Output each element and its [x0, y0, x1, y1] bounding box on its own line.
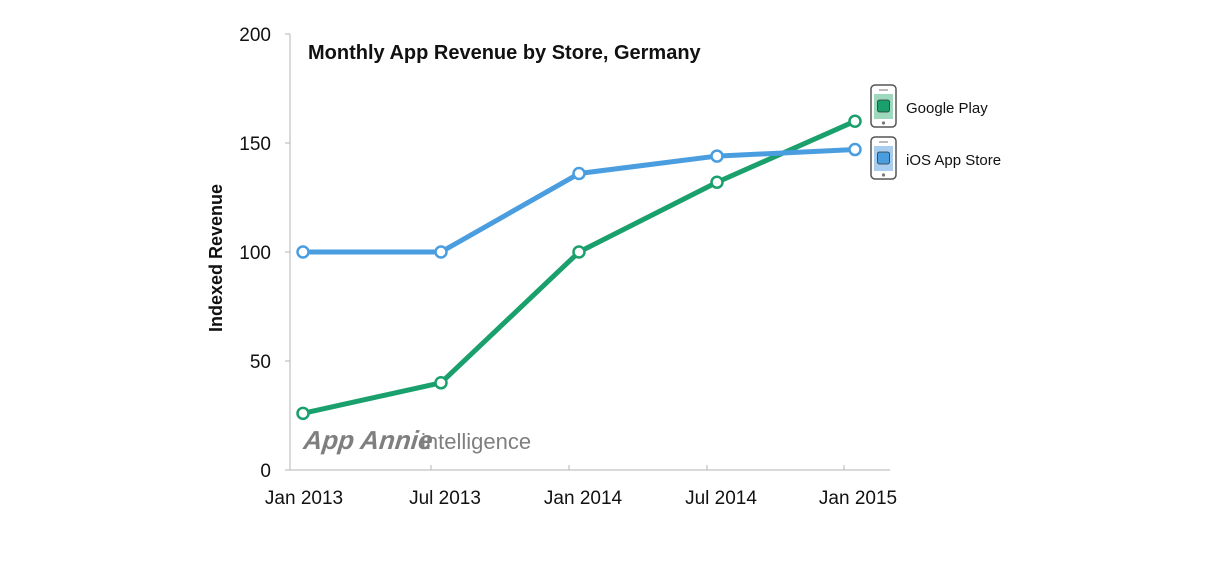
y-ticks: 0 50 100 150 200: [239, 25, 290, 482]
y-tick-label: 50: [250, 352, 271, 373]
x-ticks: Jan 2013 Jul 2013 Jan 2014 Jul 2014 Jan 2015: [265, 465, 897, 509]
data-point-google-play: [572, 245, 586, 259]
series-lines: [300, 118, 858, 416]
data-point-ios-app-store: [848, 142, 862, 157]
y-axis-label: Indexed Revenue: [206, 184, 226, 332]
data-point-ios-app-store: [572, 166, 586, 181]
watermark: App Annie intelligence: [301, 425, 531, 455]
series-points: [296, 114, 862, 421]
iphone-icon: [870, 136, 897, 180]
chart-title: Monthly App Revenue by Store, Germany: [308, 42, 702, 64]
x-tick-label: Jul 2014: [685, 488, 757, 509]
watermark-suffix: intelligence: [421, 429, 531, 454]
android-phone-icon: [870, 84, 897, 128]
legend-label-ios-app-store: iOS App Store: [906, 152, 1001, 169]
data-point-ios-app-store: [434, 245, 448, 259]
series-line-ios-app-store: [300, 147, 858, 255]
data-point-google-play: [434, 376, 448, 390]
series-line-google-play: [300, 118, 858, 416]
y-tick-label: 200: [239, 25, 271, 46]
legend: Google Play iOS App Store: [870, 84, 1001, 180]
x-tick-label: Jan 2015: [819, 488, 897, 509]
x-tick-label: Jan 2014: [544, 488, 623, 509]
x-tick-label: Jul 2013: [409, 488, 481, 509]
data-point-google-play: [296, 406, 310, 421]
data-point-google-play: [848, 114, 862, 128]
data-point-ios-app-store: [296, 245, 310, 259]
data-point-ios-app-store: [710, 149, 724, 163]
x-tick-label: Jan 2013: [265, 488, 343, 509]
watermark-brand: App Annie: [301, 425, 434, 455]
y-tick-label: 100: [239, 243, 271, 264]
y-tick-label: 150: [239, 134, 271, 155]
data-point-google-play: [710, 175, 724, 189]
legend-label-google-play: Google Play: [906, 100, 988, 117]
y-tick-label: 0: [260, 461, 271, 482]
